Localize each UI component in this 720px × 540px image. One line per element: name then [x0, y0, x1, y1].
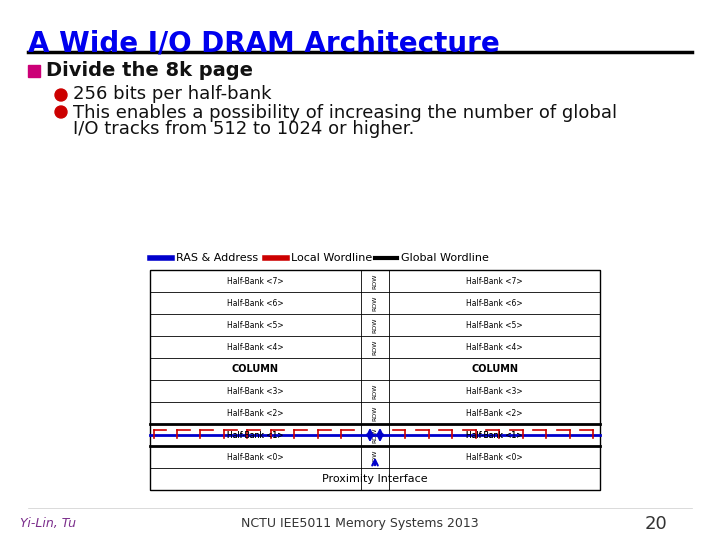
Text: ROW: ROW [372, 427, 377, 443]
Text: ROW: ROW [372, 339, 377, 355]
Text: Divide the 8k page: Divide the 8k page [46, 60, 253, 79]
Text: ROW: ROW [372, 383, 377, 399]
Circle shape [55, 106, 67, 118]
Text: Half-Bank <2>: Half-Bank <2> [467, 408, 523, 417]
Text: ROW: ROW [372, 406, 377, 421]
Text: Half-Bank <1>: Half-Bank <1> [467, 430, 523, 440]
Bar [28, 65, 40, 77]
Text: Local Wordline: Local Wordline [291, 253, 372, 263]
Text: Half-Bank <3>: Half-Bank <3> [466, 387, 523, 395]
Text: Half-Bank <6>: Half-Bank <6> [228, 299, 284, 307]
Text: COLUMN: COLUMN [232, 364, 279, 374]
Circle shape [55, 89, 67, 101]
Text: Half-Bank <3>: Half-Bank <3> [228, 387, 284, 395]
Text: This enables a possibility of increasing the number of global: This enables a possibility of increasing… [73, 104, 617, 122]
Text: ROW: ROW [372, 273, 377, 289]
Text: RAS & Address: RAS & Address [176, 253, 258, 263]
Text: Half-Bank <4>: Half-Bank <4> [466, 342, 523, 352]
Text: Half-Bank <4>: Half-Bank <4> [228, 342, 284, 352]
Text: I/O tracks from 512 to 1024 or higher.: I/O tracks from 512 to 1024 or higher. [73, 120, 415, 138]
Text: Yi-Lin, Tu: Yi-Lin, Tu [20, 517, 76, 530]
Text: Half-Bank <0>: Half-Bank <0> [466, 453, 523, 462]
Text: Half-Bank <1>: Half-Bank <1> [467, 430, 523, 440]
Text: 20: 20 [645, 515, 667, 533]
Text: ROW: ROW [372, 449, 377, 465]
Text: Half-Bank <0>: Half-Bank <0> [228, 453, 284, 462]
Text: Proximity Interface: Proximity Interface [322, 474, 428, 484]
Text: Half-Bank <1>: Half-Bank <1> [228, 430, 284, 440]
Text: 256 bits per half-bank: 256 bits per half-bank [73, 85, 271, 103]
Text: Half-Bank <7>: Half-Bank <7> [228, 276, 284, 286]
Text: Half-Bank <6>: Half-Bank <6> [466, 299, 523, 307]
Text: Half-Bank <5>: Half-Bank <5> [228, 321, 284, 329]
Text: ROW: ROW [372, 318, 377, 333]
Text: Half-Bank <2>: Half-Bank <2> [228, 408, 284, 417]
Text: ROW: ROW [372, 295, 377, 310]
Text: Half-Bank <7>: Half-Bank <7> [466, 276, 523, 286]
Text: COLUMN: COLUMN [471, 364, 518, 374]
Text: Half-Bank <5>: Half-Bank <5> [466, 321, 523, 329]
Text: NCTU IEE5011 Memory Systems 2013: NCTU IEE5011 Memory Systems 2013 [241, 517, 479, 530]
Text: A Wide I/O DRAM Architecture: A Wide I/O DRAM Architecture [28, 30, 500, 58]
Text: Half-Bank <1>: Half-Bank <1> [228, 430, 284, 440]
Bar [150, 270, 600, 490]
Text: Global Wordline: Global Wordline [401, 253, 489, 263]
